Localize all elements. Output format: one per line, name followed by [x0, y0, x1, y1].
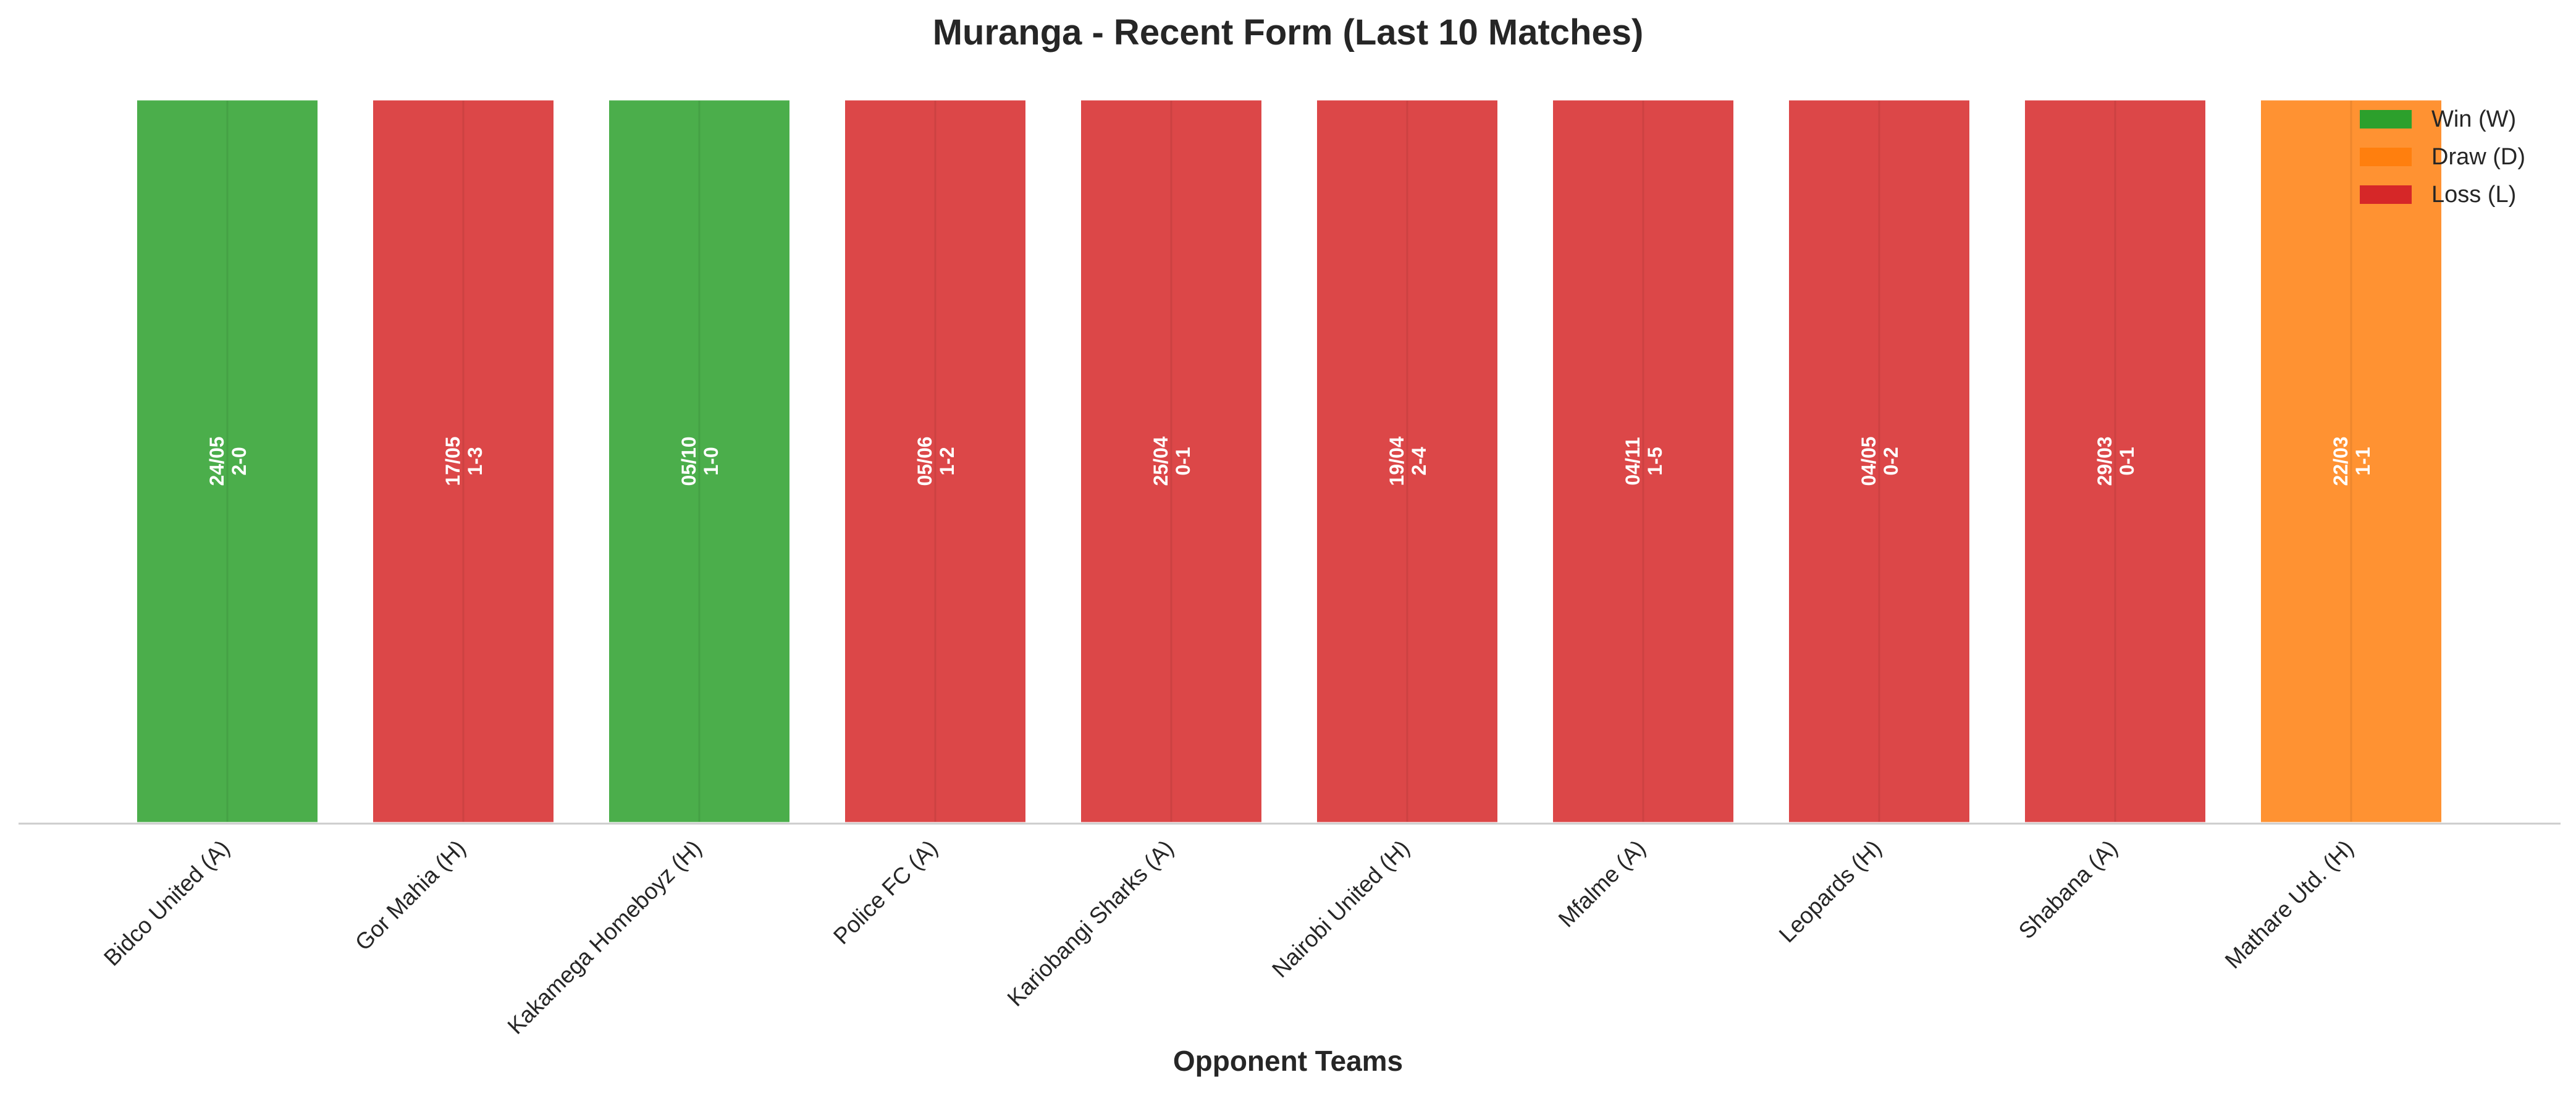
- x-tick-label: Kariobangi Sharks (A): [1003, 835, 1179, 1011]
- bar-5-l: [1078, 97, 1265, 825]
- bar-label-score: 2-0: [228, 447, 250, 475]
- bar-label-date: 29/03: [2094, 436, 2116, 486]
- chart-title: Muranga - Recent Form (Last 10 Matches): [933, 12, 1644, 53]
- bar-label-date: 04/11: [1622, 437, 1644, 485]
- legend-swatch-w: [2360, 110, 2412, 129]
- x-tick-label: Shabana (A): [2014, 835, 2123, 944]
- legend-swatch-l: [2360, 185, 2412, 204]
- x-tick-label: Kakamega Homeboyz (H): [503, 835, 707, 1039]
- x-tick-label: Leopards (H): [1774, 835, 1887, 948]
- bar-label-date: 22/03: [2330, 436, 2352, 486]
- bar-label-score: 1-2: [936, 447, 958, 475]
- x-tick-label: Bidco United (A): [99, 835, 234, 971]
- bar-label: 19/042-4: [1386, 436, 1430, 486]
- bar-label: 05/101-0: [678, 436, 722, 486]
- bar-6-l: [1314, 97, 1501, 825]
- bar-label: 05/061-2: [914, 436, 958, 486]
- x-tick-label: Mfalme (A): [1554, 835, 1651, 932]
- bar-1-w: [134, 97, 321, 825]
- bar-label: 22/031-1: [2330, 436, 2374, 486]
- bar-8-l: [1786, 97, 1972, 825]
- bar-label-date: 25/04: [1150, 436, 1172, 486]
- bar-label-score: 1-0: [700, 447, 722, 475]
- legend-swatch-d: [2360, 148, 2412, 166]
- bar-label-date: 19/04: [1386, 436, 1408, 486]
- bar-label-date: 05/10: [678, 436, 700, 486]
- tick-labels-layer: Bidco United (A) Gor Mahia (H) Kakamega Ho…: [99, 835, 2358, 1039]
- bar-label-score: 1-5: [1644, 447, 1666, 475]
- bar-labels-layer: 24/052-0 17/051-3 05/101-0 05/061-2 25/040-1…: [206, 436, 2374, 486]
- bar-2-l: [370, 97, 557, 825]
- bar-10-d: [2258, 97, 2444, 825]
- bar-7-l: [1550, 97, 1736, 825]
- legend-label-l: Loss (L): [2431, 182, 2516, 208]
- bar-label-date: 04/05: [1858, 436, 1880, 486]
- legend-label-w: Win (W): [2431, 106, 2516, 132]
- x-tick-label: Police FC (A): [828, 835, 943, 950]
- bar-3-w: [606, 97, 793, 825]
- bar-label: 25/040-1: [1150, 436, 1194, 486]
- bar-label-score: 0-1: [2116, 447, 2138, 475]
- x-axis-label: Opponent Teams: [1173, 1045, 1403, 1077]
- bar-label: 17/051-3: [442, 436, 486, 486]
- bar-label-score: 2-4: [1408, 447, 1430, 475]
- legend: Win (W) Draw (D) Loss (L): [2360, 106, 2525, 208]
- bars-layer: [134, 97, 2444, 825]
- x-tick-label: Gor Mahia (H): [350, 835, 471, 956]
- bar-label-score: 1-3: [464, 447, 486, 475]
- bar-label: 04/050-2: [1858, 436, 1902, 486]
- bar-4-l: [842, 97, 1029, 825]
- bar-label-score: 0-1: [1172, 447, 1194, 475]
- bar-label-score: 0-2: [1880, 447, 1902, 475]
- bar-label-date: 17/05: [442, 436, 464, 486]
- x-tick-label: Mathare Utd. (H): [2220, 835, 2359, 974]
- bar-label: 04/111-5: [1622, 437, 1666, 485]
- bar-label-date: 05/06: [914, 436, 936, 486]
- legend-label-d: Draw (D): [2431, 144, 2525, 170]
- bar-label-score: 1-1: [2352, 447, 2374, 475]
- bar-label: 29/030-1: [2094, 436, 2138, 486]
- bar-label: 24/052-0: [206, 436, 250, 486]
- x-tick-label: Nairobi United (H): [1267, 835, 1414, 982]
- bar-label-date: 24/05: [206, 436, 228, 486]
